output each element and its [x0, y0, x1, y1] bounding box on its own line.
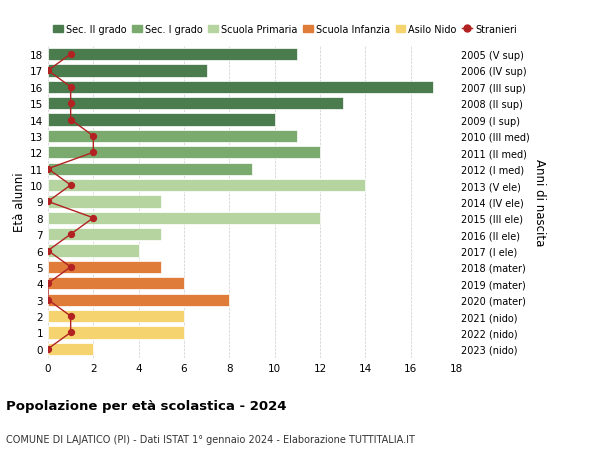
Bar	[48, 98, 343, 110]
Text: COMUNE DI LAJATICO (PI) - Dati ISTAT 1° gennaio 2024 - Elaborazione TUTTITALIA.I: COMUNE DI LAJATICO (PI) - Dati ISTAT 1° …	[6, 434, 415, 444]
Point	[66, 117, 76, 124]
Point	[66, 263, 76, 271]
Point	[43, 345, 53, 353]
Y-axis label: Anni di nascita: Anni di nascita	[533, 158, 546, 246]
Point	[43, 198, 53, 206]
Bar	[48, 81, 433, 94]
Point	[66, 84, 76, 91]
Bar	[48, 114, 275, 126]
Point	[66, 182, 76, 189]
Bar	[48, 245, 139, 257]
Bar	[48, 49, 298, 61]
Bar	[48, 130, 298, 143]
Legend: Sec. II grado, Sec. I grado, Scuola Primaria, Scuola Infanzia, Asilo Nido, Stran: Sec. II grado, Sec. I grado, Scuola Prim…	[53, 25, 517, 35]
Point	[89, 215, 98, 222]
Bar	[48, 261, 161, 274]
Point	[66, 100, 76, 107]
Point	[43, 280, 53, 287]
Bar	[48, 65, 206, 78]
Point	[43, 67, 53, 75]
Bar	[48, 212, 320, 224]
Bar	[48, 163, 252, 175]
Bar	[48, 294, 229, 306]
Text: Popolazione per età scolastica - 2024: Popolazione per età scolastica - 2024	[6, 399, 287, 412]
Bar	[48, 278, 184, 290]
Bar	[48, 229, 161, 241]
Point	[43, 297, 53, 304]
Point	[66, 313, 76, 320]
Point	[43, 247, 53, 255]
Bar	[48, 310, 184, 323]
Point	[43, 166, 53, 173]
Point	[89, 133, 98, 140]
Bar	[48, 179, 365, 192]
Bar	[48, 147, 320, 159]
Y-axis label: Età alunni: Età alunni	[13, 172, 26, 232]
Point	[66, 51, 76, 59]
Bar	[48, 196, 161, 208]
Bar	[48, 343, 94, 355]
Point	[89, 149, 98, 157]
Point	[66, 231, 76, 238]
Point	[66, 329, 76, 336]
Bar	[48, 326, 184, 339]
